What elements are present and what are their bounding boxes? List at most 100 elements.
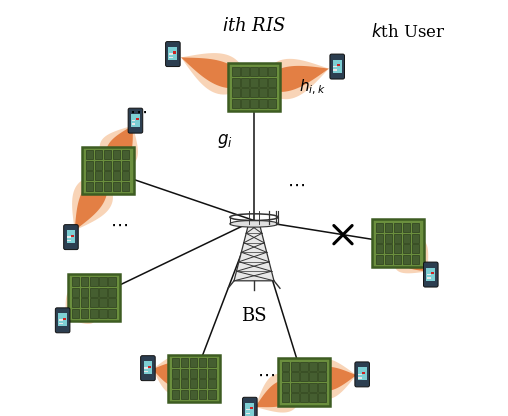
FancyBboxPatch shape [64, 225, 78, 250]
Bar [385, 255, 392, 264]
Bar [172, 379, 179, 388]
Bar [260, 78, 267, 87]
Polygon shape [152, 355, 189, 394]
Bar [246, 413, 250, 414]
Bar [376, 244, 383, 253]
Bar [268, 78, 276, 87]
Bar [250, 67, 258, 76]
Bar [385, 234, 392, 243]
Polygon shape [66, 290, 96, 324]
Bar [113, 161, 120, 170]
Bar [181, 390, 188, 399]
Bar [169, 53, 173, 54]
Bar [385, 244, 392, 253]
Bar [291, 362, 299, 371]
Bar [260, 88, 267, 97]
Text: BS: BS [241, 307, 267, 324]
Bar [95, 171, 102, 180]
Bar [245, 403, 254, 416]
Bar [68, 274, 120, 321]
Bar [181, 358, 188, 367]
Bar [86, 161, 93, 170]
Bar [104, 182, 111, 191]
Bar [309, 383, 316, 391]
Bar [268, 88, 276, 97]
Polygon shape [255, 374, 300, 413]
Polygon shape [181, 53, 246, 94]
Bar [260, 67, 267, 76]
Bar [72, 288, 79, 297]
Bar [148, 366, 151, 368]
Bar [241, 88, 248, 97]
Bar [300, 362, 308, 371]
Polygon shape [66, 295, 92, 319]
Bar [427, 274, 431, 275]
Bar [427, 277, 431, 279]
Text: $\cdots$: $\cdots$ [129, 103, 146, 121]
Bar [113, 151, 120, 159]
Bar [333, 59, 341, 73]
Bar [90, 277, 98, 286]
Bar [122, 151, 130, 159]
Bar [376, 223, 383, 232]
Bar [172, 369, 179, 378]
Text: $h_{i,k}$: $h_{i,k}$ [299, 78, 326, 97]
Bar [108, 277, 116, 286]
Polygon shape [75, 177, 107, 230]
Bar [81, 277, 88, 286]
Bar [250, 99, 258, 107]
Bar [144, 361, 152, 374]
Bar [376, 234, 383, 243]
Bar [282, 372, 290, 381]
Bar [403, 234, 410, 243]
Bar [132, 120, 135, 121]
Bar [81, 298, 88, 307]
Bar [241, 67, 248, 76]
FancyBboxPatch shape [141, 356, 155, 381]
Bar [426, 267, 435, 281]
FancyBboxPatch shape [330, 54, 344, 79]
Bar [108, 298, 116, 307]
Bar [71, 235, 74, 237]
Bar [246, 409, 250, 410]
Polygon shape [234, 224, 274, 281]
Bar [208, 358, 215, 367]
Bar [232, 88, 240, 97]
Bar [99, 309, 107, 318]
Polygon shape [399, 244, 427, 271]
Bar [136, 118, 139, 120]
Text: $\cdots$: $\cdots$ [287, 176, 305, 194]
Bar [104, 171, 111, 180]
Bar [190, 390, 198, 399]
Bar [172, 390, 179, 399]
Bar [168, 354, 219, 403]
Bar [82, 147, 134, 195]
Bar [362, 372, 365, 374]
Bar [268, 67, 276, 76]
Bar [431, 272, 434, 274]
Bar [319, 372, 326, 381]
Bar [108, 309, 116, 318]
Polygon shape [152, 362, 189, 386]
Bar [190, 369, 198, 378]
Bar [190, 379, 198, 388]
Bar [169, 47, 177, 60]
Bar [132, 124, 135, 125]
Polygon shape [310, 367, 356, 391]
Bar [412, 255, 420, 264]
Bar [358, 377, 362, 379]
Polygon shape [255, 380, 299, 407]
Bar [72, 298, 79, 307]
Bar [86, 171, 93, 180]
Bar [232, 99, 240, 107]
Bar [358, 367, 367, 381]
Text: $k$th User: $k$th User [371, 23, 445, 41]
Bar [86, 182, 93, 191]
Bar [86, 151, 93, 159]
Bar [99, 288, 107, 297]
Bar [278, 358, 330, 406]
Bar [72, 277, 79, 286]
Polygon shape [395, 239, 428, 273]
Bar [113, 182, 120, 191]
Bar [394, 234, 401, 243]
